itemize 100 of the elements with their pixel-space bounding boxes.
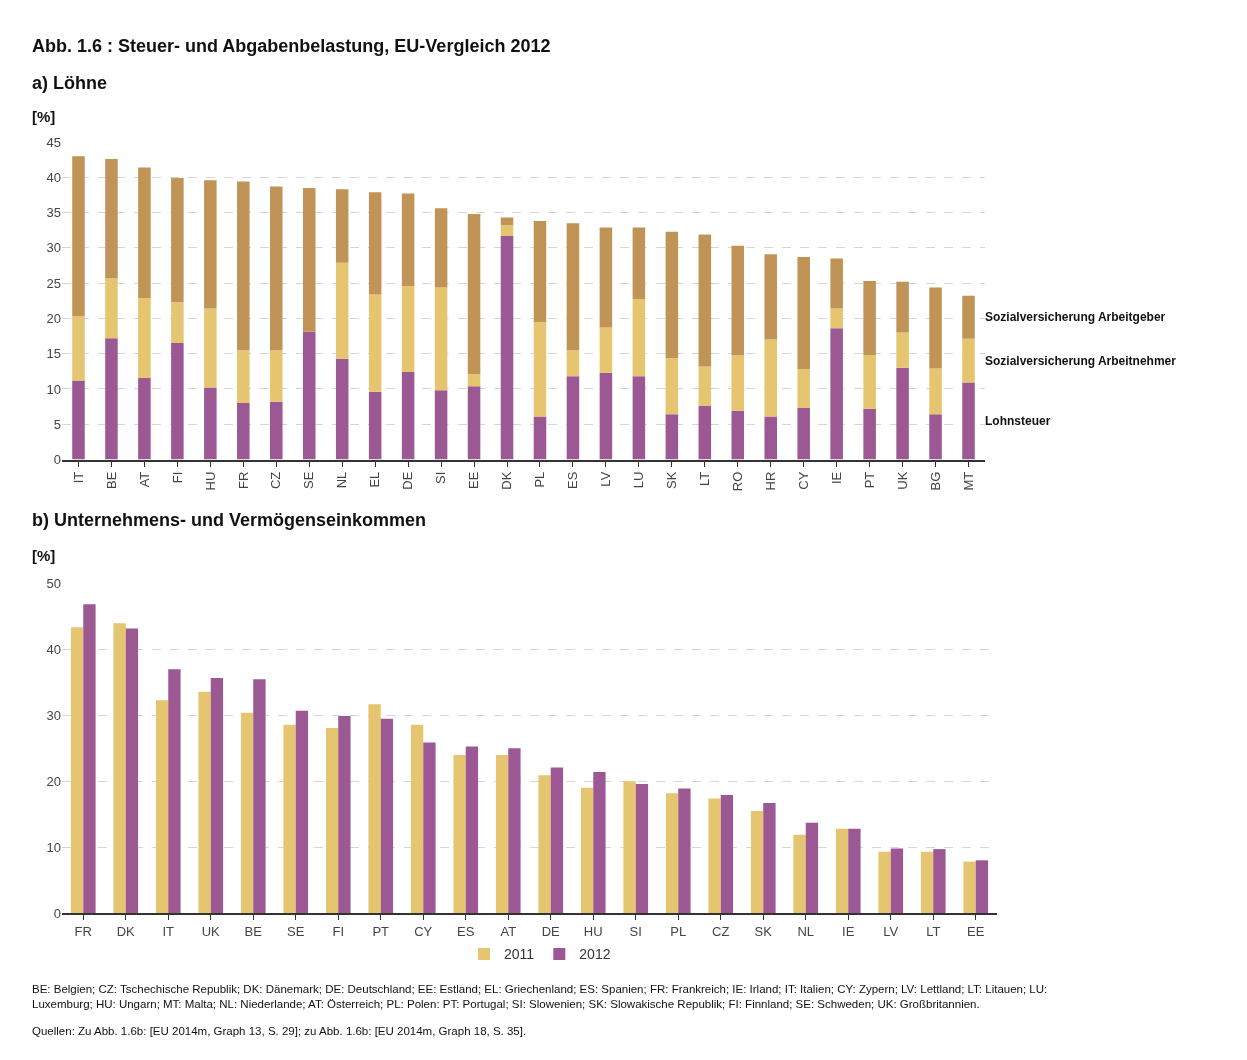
bar bbox=[171, 343, 184, 460]
bar bbox=[125, 628, 139, 913]
x-tick-label: LV bbox=[598, 471, 614, 487]
bar bbox=[878, 851, 891, 913]
x-tick-label: SE bbox=[287, 923, 305, 939]
x-tick-label: SK bbox=[664, 471, 680, 490]
x-tick-label: DE bbox=[541, 923, 561, 939]
bar bbox=[835, 828, 849, 913]
y-tick-label: 20 bbox=[46, 310, 61, 326]
y-tick-label: 45 bbox=[46, 134, 61, 150]
x-tick-label: IT bbox=[70, 471, 86, 484]
bar bbox=[467, 214, 481, 375]
bar bbox=[665, 793, 679, 913]
bar bbox=[708, 798, 721, 913]
bar bbox=[963, 861, 976, 913]
bar bbox=[797, 257, 810, 370]
bar bbox=[467, 374, 481, 387]
bar bbox=[368, 192, 382, 295]
bar bbox=[830, 328, 843, 460]
bar bbox=[401, 372, 415, 460]
x-tick-label: LT bbox=[926, 923, 941, 939]
bar bbox=[896, 367, 909, 460]
x-tick-label: SE bbox=[301, 471, 317, 490]
bar bbox=[72, 380, 85, 460]
bar bbox=[538, 775, 551, 913]
x-tick-label: IE bbox=[828, 471, 844, 484]
bar bbox=[410, 724, 424, 913]
x-tick-label: PT bbox=[861, 471, 877, 489]
y-tick-label: 10 bbox=[46, 381, 61, 397]
y-tick-label: 0 bbox=[53, 452, 61, 468]
series-label: Sozialversicherung Arbeitnehmer bbox=[985, 354, 1177, 368]
bar bbox=[500, 225, 514, 236]
bar bbox=[550, 767, 564, 913]
bar bbox=[368, 294, 382, 392]
bar bbox=[533, 221, 547, 322]
x-tick-label: NL bbox=[797, 923, 815, 939]
x-tick-label: UK bbox=[894, 471, 910, 490]
bar bbox=[890, 848, 904, 913]
y-tick-label: 10 bbox=[46, 839, 61, 855]
bar bbox=[270, 350, 283, 402]
bar bbox=[105, 158, 118, 279]
bar bbox=[198, 691, 211, 913]
x-tick-label: FR bbox=[235, 471, 251, 490]
y-tick-label: 40 bbox=[46, 169, 61, 185]
bar bbox=[240, 712, 254, 913]
source-note: Quellen: Zu Abb. 1.6b: [EU 2014m, Graph 13, S. 29]; zu Abb. 1.6b: [EU 2014m, Graph 18, S. 35]. bbox=[32, 1025, 527, 1037]
bar bbox=[495, 754, 509, 913]
bar bbox=[863, 281, 876, 356]
bar bbox=[797, 408, 810, 460]
x-tick-label: RO bbox=[729, 471, 745, 492]
bar bbox=[848, 828, 861, 913]
bar bbox=[962, 382, 975, 460]
x-tick-label: FI bbox=[332, 923, 345, 939]
x-tick-label: SI bbox=[629, 923, 642, 939]
bar bbox=[171, 302, 184, 344]
bar bbox=[566, 350, 580, 377]
bar bbox=[805, 822, 819, 913]
series-label: Lohnsteuer bbox=[985, 414, 1051, 428]
bar bbox=[270, 186, 283, 351]
x-tick-label: BG bbox=[927, 471, 943, 491]
x-tick-label: SI bbox=[433, 471, 449, 484]
bar bbox=[283, 724, 296, 913]
bar bbox=[698, 405, 712, 460]
bar bbox=[210, 677, 224, 913]
bar bbox=[368, 704, 381, 913]
bar bbox=[105, 338, 118, 460]
x-tick-label: NL bbox=[334, 471, 350, 489]
x-tick-label: LU bbox=[631, 471, 647, 489]
bar bbox=[896, 332, 909, 368]
x-tick-label: HU bbox=[202, 471, 218, 491]
y-tick-label: 0 bbox=[53, 905, 61, 921]
bar bbox=[632, 376, 646, 460]
x-tick-label: PL bbox=[532, 471, 548, 488]
x-tick-label: FR bbox=[74, 923, 92, 939]
x-tick-label: FI bbox=[169, 471, 185, 484]
bar bbox=[168, 669, 181, 913]
bar bbox=[72, 156, 85, 317]
bar bbox=[764, 254, 777, 340]
bar bbox=[338, 716, 351, 913]
chart-subtitle: a) Löhne bbox=[32, 73, 107, 93]
bar bbox=[237, 181, 250, 351]
bar bbox=[975, 860, 989, 913]
x-tick-label: BE bbox=[103, 471, 119, 490]
series-label: Sozialversicherung Arbeitgeber bbox=[985, 310, 1166, 324]
bar bbox=[580, 787, 594, 913]
x-tick-label: EE bbox=[967, 923, 985, 939]
bar bbox=[599, 227, 613, 328]
x-tick-label: UK bbox=[201, 923, 221, 939]
bar bbox=[566, 223, 580, 351]
x-tick-label: HU bbox=[583, 923, 603, 939]
bar bbox=[533, 321, 547, 417]
bar bbox=[453, 754, 466, 913]
bar bbox=[599, 372, 613, 460]
y-tick-label: 30 bbox=[46, 707, 61, 723]
x-tick-label: HR bbox=[762, 471, 778, 491]
bar bbox=[623, 781, 636, 913]
bar bbox=[434, 390, 448, 460]
x-tick-label: CY bbox=[795, 471, 811, 490]
bar bbox=[70, 627, 84, 913]
bar bbox=[138, 377, 151, 460]
